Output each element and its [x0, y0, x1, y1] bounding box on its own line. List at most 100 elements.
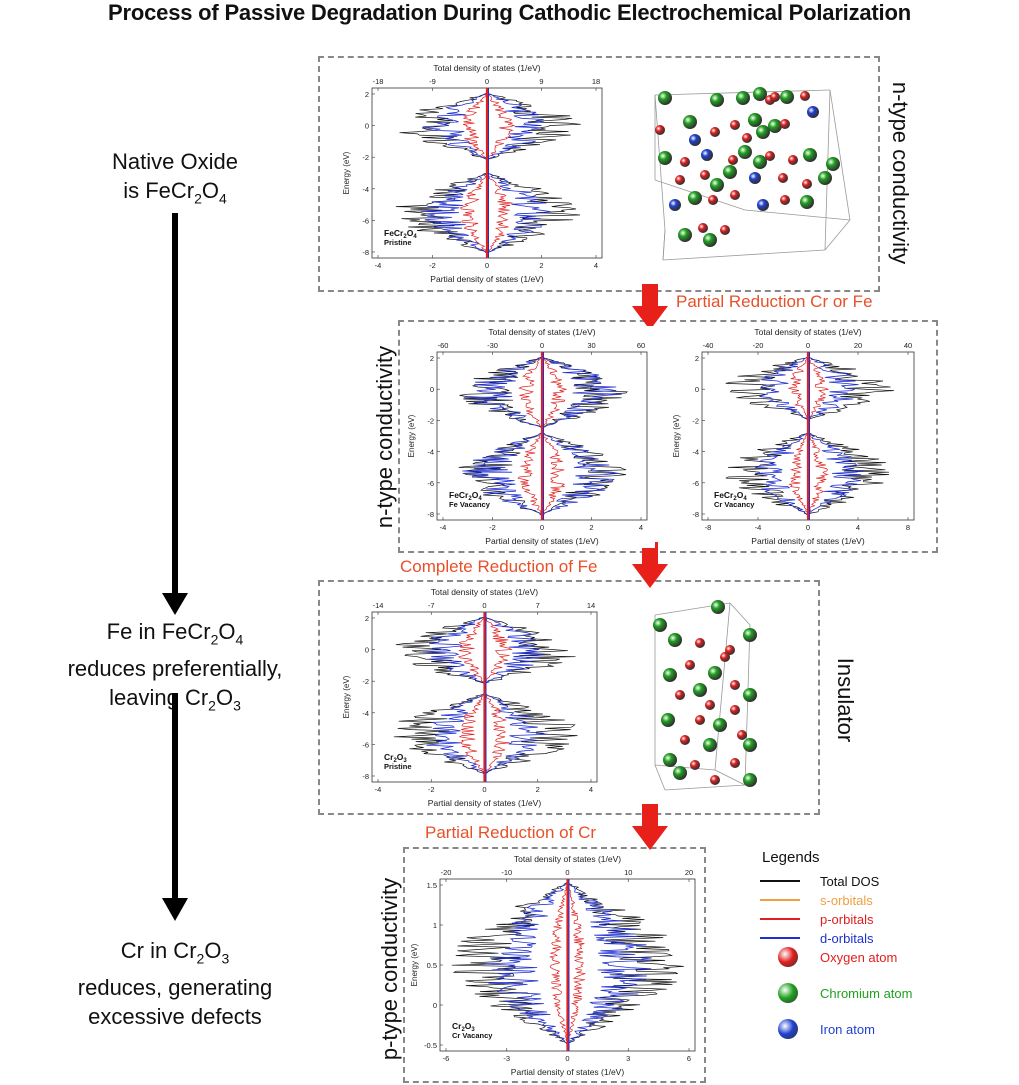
chromium-atom — [723, 165, 737, 179]
oxygen-atom — [802, 179, 812, 189]
bottom-axis-label: Partial density of states (1/eV) — [430, 274, 544, 284]
top-tick-label: 10 — [624, 868, 632, 877]
y-tick-label: 0.5 — [427, 961, 437, 970]
y-tick-label: 0 — [433, 1001, 437, 1010]
top-axis-label: Total density of states (1/eV) — [431, 587, 538, 597]
chromium-atom — [668, 633, 682, 647]
top-tick-label: -10 — [501, 868, 512, 877]
oxygen-atom — [770, 92, 780, 102]
oxygen-atom — [655, 125, 665, 135]
dos-plot-cr2o3-pristine: Total density of states (1/eV) Partial de… — [340, 586, 605, 810]
unit-cell-edge — [729, 602, 751, 626]
chromium-atom — [800, 195, 814, 209]
oxygen-atom — [742, 133, 752, 143]
stage-fe-reduces: Fe in FeCr2O4 reduces preferentially, le… — [40, 617, 310, 721]
legend-label: d-orbitals — [820, 930, 874, 946]
top-tick-label: 0 — [565, 868, 569, 877]
bottom-tick-label: -2 — [429, 261, 436, 270]
chromium-atom — [711, 600, 725, 614]
chromium-atom — [661, 713, 675, 727]
figure-title: Process of Passive Degradation During Ca… — [108, 0, 911, 25]
stage-native-oxide: Native Oxide is FeCr2O4 — [60, 147, 290, 213]
legend-item-p-orbitals: p-orbitals — [760, 910, 873, 928]
oxygen-atom — [780, 195, 790, 205]
oxygen-atom — [675, 175, 685, 185]
legend: Total DOS s-orbitals p-orbitals d-orbitals O… — [760, 872, 1010, 1072]
top-tick-label: -18 — [373, 77, 384, 86]
chromium-atom — [708, 666, 722, 680]
conductivity-label-4: p-type conductivity — [377, 877, 402, 1061]
y-tick-label: -2 — [362, 677, 369, 686]
chromium-atom — [748, 113, 762, 127]
top-tick-label: -30 — [487, 341, 498, 350]
chromium-atom — [713, 718, 727, 732]
top-tick-label: 9 — [539, 77, 543, 86]
oxygen-atom — [695, 715, 705, 725]
legend-label: Total DOS — [820, 873, 880, 889]
y-tick-label: -6 — [427, 479, 434, 488]
stage-fe-reduces-line3: leaving Cr2O3 — [109, 685, 241, 714]
dos-curve — [754, 356, 809, 516]
dos-curve — [451, 882, 568, 1045]
y-tick-label: -2 — [362, 153, 369, 162]
panel-cr2o3-cr-vacancy — [403, 847, 706, 1083]
legend-label: p-orbitals — [820, 911, 874, 927]
chromium-atom — [710, 93, 724, 107]
y-tick-label: 2 — [365, 90, 369, 99]
y-tick-label: 0 — [365, 122, 369, 131]
dos-curve — [807, 356, 830, 516]
top-tick-label: -40 — [703, 341, 714, 350]
oxygen-atom — [700, 170, 710, 180]
chromium-atom — [663, 753, 677, 767]
unit-cell-edge — [824, 89, 831, 251]
bottom-tick-label: -2 — [428, 785, 435, 794]
stage-fe-reduces-line2: reduces preferentially, — [67, 656, 283, 682]
y-tick-label: -4 — [427, 448, 434, 457]
chromium-atom — [683, 115, 697, 129]
bottom-tick-label: 2 — [536, 785, 540, 794]
top-tick-label: 20 — [854, 341, 862, 350]
dos-curve — [788, 356, 809, 516]
dos-curve — [725, 356, 809, 516]
y-tick-label: 2 — [430, 354, 434, 363]
top-tick-label: 14 — [587, 601, 595, 610]
chromium-atom — [826, 157, 840, 171]
y-tick-label: -4 — [362, 709, 369, 718]
y-tick-label: 2 — [695, 354, 699, 363]
stage-cr-reduces-line1: Cr in Cr2O3 — [120, 938, 230, 967]
top-tick-label: 30 — [587, 341, 595, 350]
step-label-3: Partial Reduction of Cr — [425, 823, 597, 842]
y-tick-label: -4 — [362, 185, 369, 194]
bottom-tick-label: -4 — [375, 261, 382, 270]
flow-arrow-1-head — [162, 593, 188, 615]
unit-cell-edge — [744, 624, 751, 786]
bottom-axis-label: Partial density of states (1/eV) — [751, 536, 865, 546]
y-axis-label: Energy (eV) — [342, 151, 351, 194]
dos-curve — [549, 882, 568, 1045]
dos-curve — [541, 356, 629, 516]
y-tick-label: 0 — [430, 385, 434, 394]
dos-curve — [459, 92, 488, 254]
bottom-tick-label: -4 — [755, 523, 762, 532]
step-arrow-1 — [632, 284, 668, 330]
oxygen-atom — [730, 705, 740, 715]
bottom-tick-label: 0 — [806, 523, 810, 532]
chromium-atom — [738, 145, 752, 159]
oxygen-atom — [710, 127, 720, 137]
dos-curve — [541, 356, 567, 516]
y-tick-label: -2 — [692, 416, 699, 425]
bottom-tick-label: -4 — [375, 785, 382, 794]
y-tick-label: 0 — [695, 385, 699, 394]
iron-atom — [807, 106, 819, 118]
top-axis-label: Total density of states (1/eV) — [754, 327, 861, 337]
conductivity-label-3: Insulator — [833, 657, 858, 743]
panel-fecr2o4-vacancies — [398, 320, 938, 553]
conductivity-label-2: n-type conductivity — [372, 345, 397, 529]
chromium-atom — [753, 155, 767, 169]
plot-condition-label: Pristine — [384, 238, 412, 247]
legend-title: Legends — [762, 849, 820, 866]
iron-atom — [757, 199, 769, 211]
chromium-atom — [736, 91, 750, 105]
bottom-tick-label: -6 — [443, 1054, 450, 1063]
y-tick-label: 0 — [365, 646, 369, 655]
